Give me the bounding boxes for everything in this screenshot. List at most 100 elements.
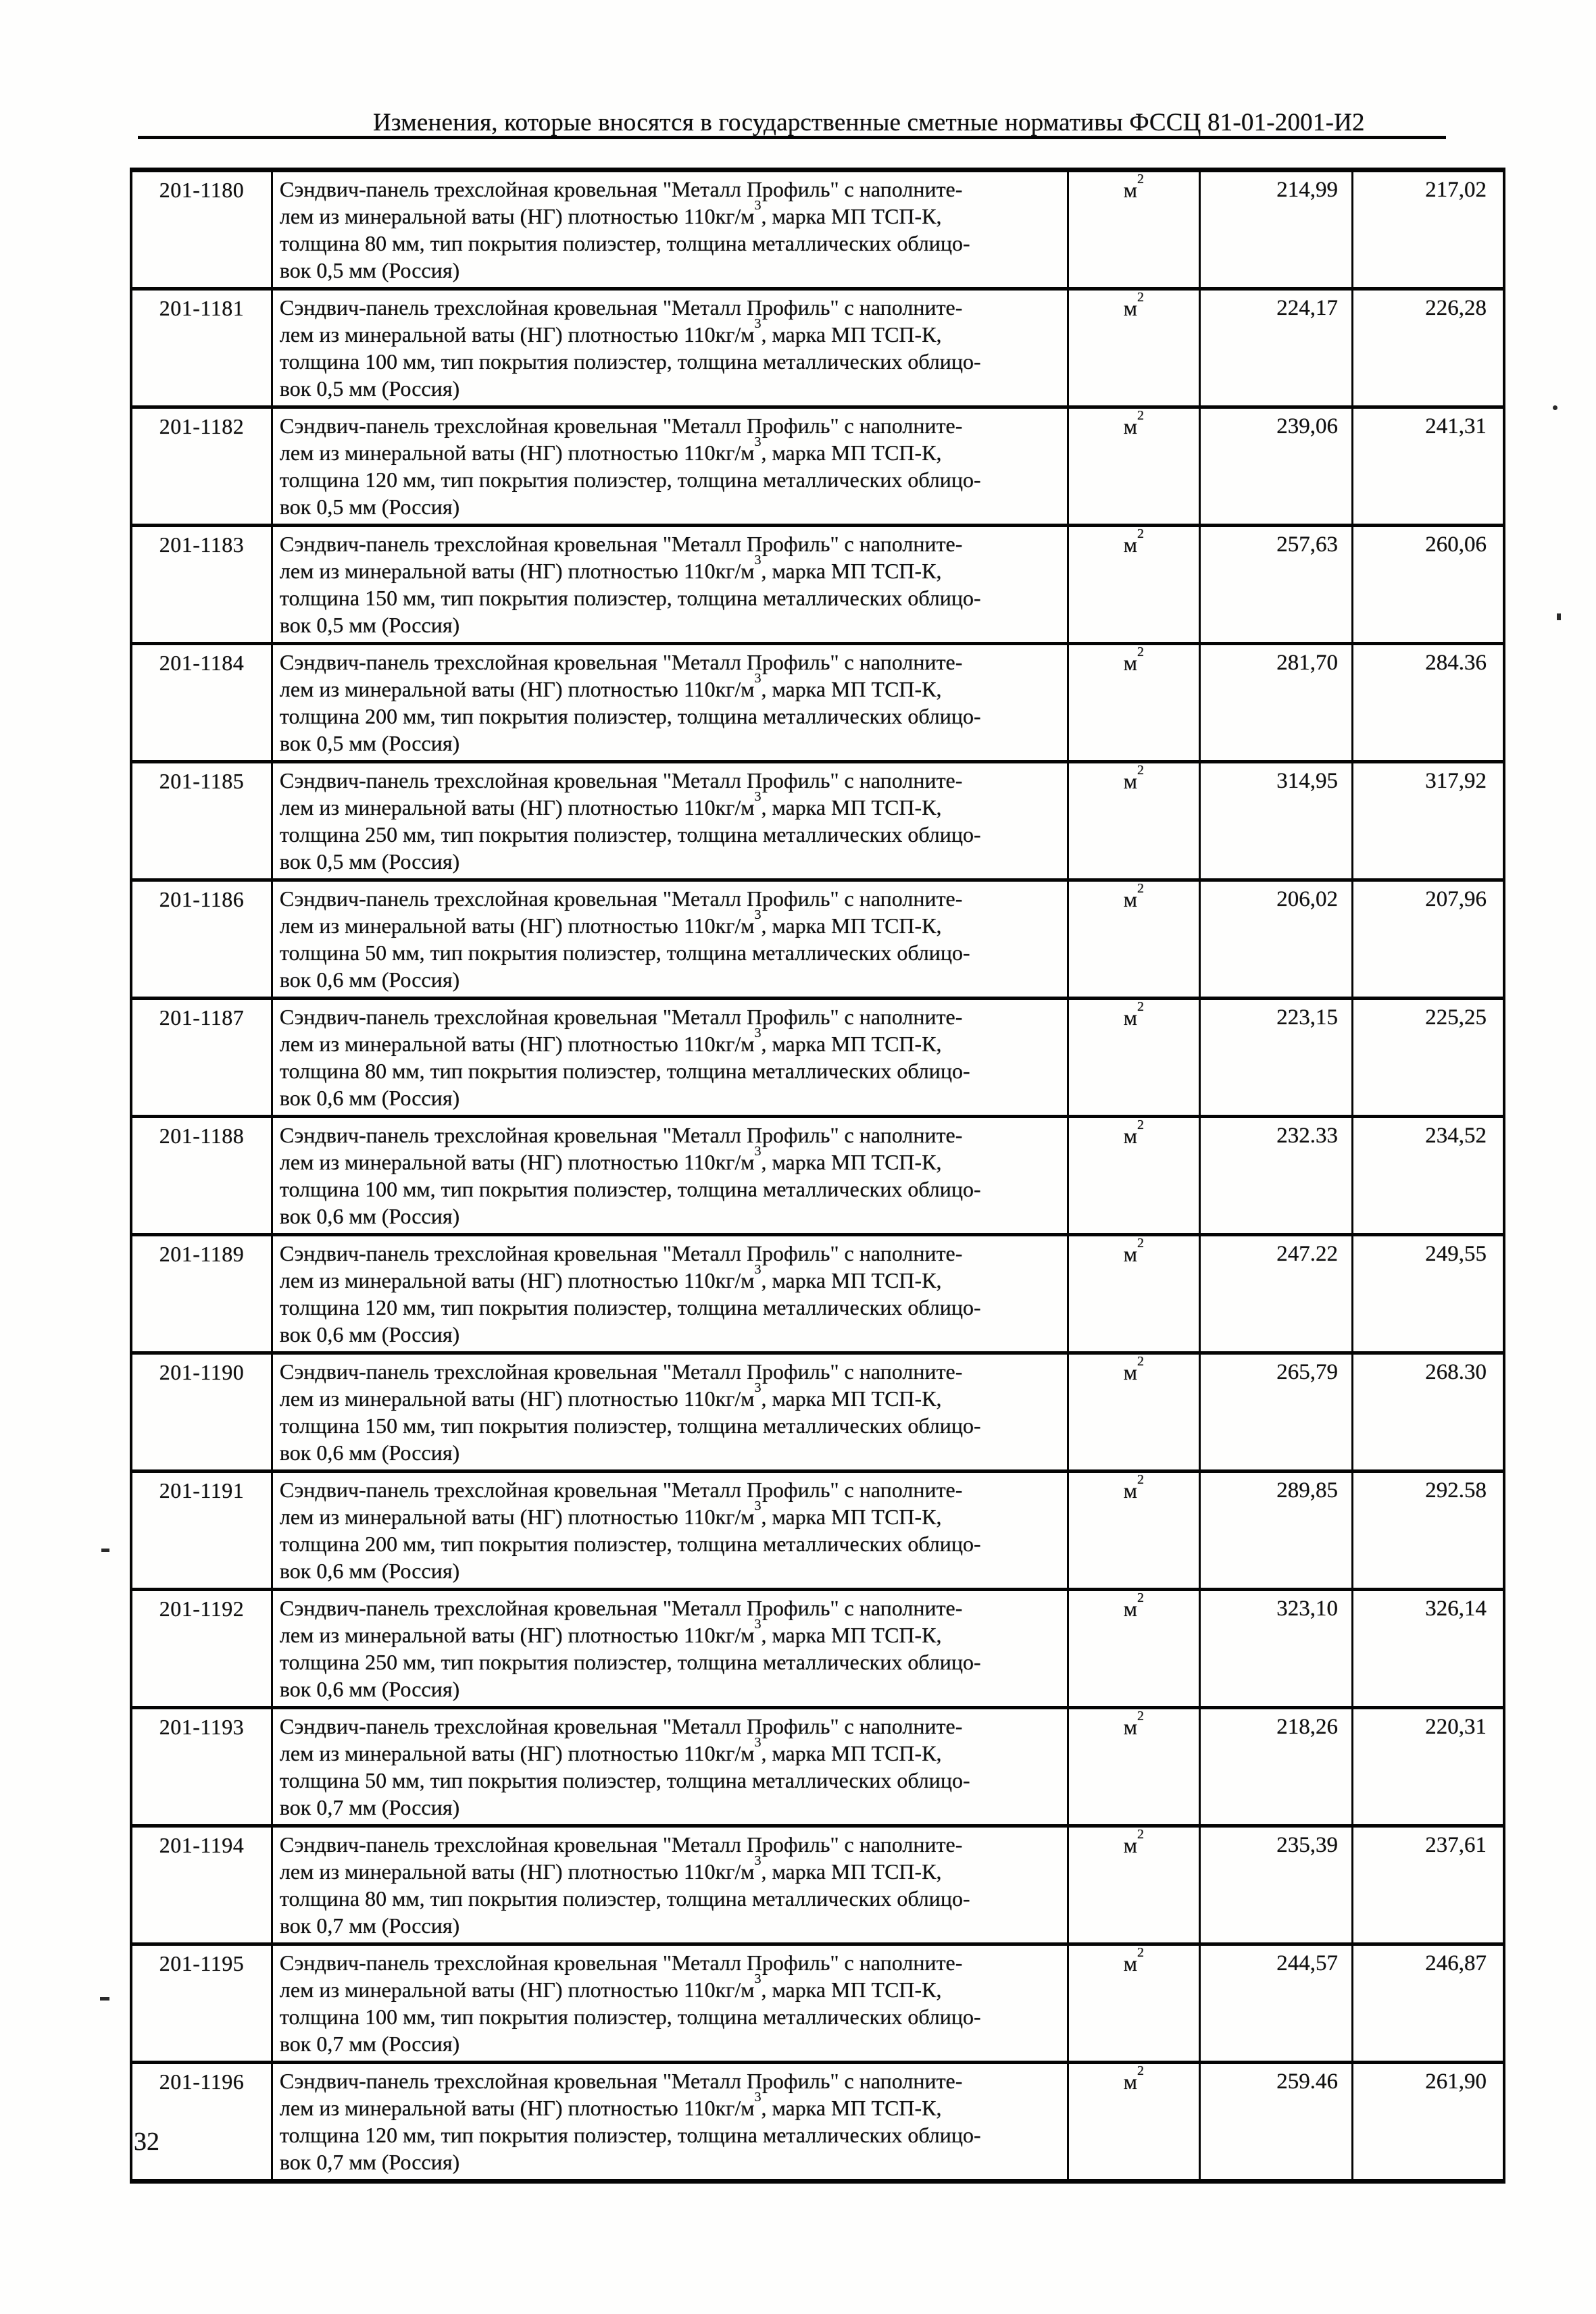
row-description: Сэндвич-панель трехслойная кровельная "М…: [270, 1942, 1070, 2064]
row-price-current: 237,61: [1351, 1824, 1505, 1946]
row-code: 201-1180: [130, 168, 273, 291]
page-number: 32: [134, 2128, 159, 2156]
row-price-current: 217,02: [1351, 168, 1505, 291]
scan-artifact: [101, 1549, 109, 1552]
description-line-1: Сэндвич-панель трехслойная кровельная "М…: [279, 295, 963, 320]
superscript-3: 3: [754, 1499, 762, 1514]
table-row: 201-1182 Сэндвич-панель трехслойная кров…: [130, 405, 1505, 527]
row-code: 201-1193: [130, 1706, 273, 1828]
superscript-3: 3: [754, 671, 762, 686]
row-price-current: 268.30: [1351, 1351, 1505, 1473]
description-line-3: толщина 80 мм, тип покрытия полиэстер, т…: [279, 1059, 970, 1083]
description-line-3: толщина 100 мм, тип покрытия полиэстер, …: [279, 349, 981, 374]
superscript-2: 2: [1137, 999, 1145, 1015]
superscript-3: 3: [754, 1971, 762, 1987]
row-unit: м2: [1067, 1469, 1201, 1591]
row-description: Сэндвич-панель трехслойная кровельная "М…: [270, 2061, 1070, 2183]
superscript-3: 3: [754, 1853, 762, 1869]
row-description: Сэндвич-панель трехслойная кровельная "М…: [270, 878, 1070, 1000]
description-line-1: Сэндвич-панель трехслойная кровельная "М…: [279, 768, 963, 793]
row-code: 201-1188: [130, 1115, 273, 1236]
page-header-title: Изменения, которые вносятся в государств…: [373, 109, 1365, 136]
description-line-3: толщина 80 мм, тип покрытия полиэстер, т…: [279, 231, 970, 255]
description-line-1: Сэндвич-панель трехслойная кровельная "М…: [279, 1714, 963, 1738]
row-unit: м2: [1067, 642, 1201, 763]
row-price-base: 218,26: [1198, 1706, 1354, 1828]
superscript-3: 3: [754, 2090, 762, 2105]
description-line-1: Сэндвич-панель трехслойная кровельная "М…: [279, 413, 963, 438]
superscript-3: 3: [754, 789, 762, 805]
row-unit: м2: [1067, 168, 1201, 291]
row-price-current: 241,31: [1351, 405, 1505, 527]
description-line-1: Сэндвич-панель трехслойная кровельная "М…: [279, 1951, 963, 1975]
row-unit: м2: [1067, 1351, 1201, 1473]
row-description: Сэндвич-панель трехслойная кровельная "М…: [270, 524, 1070, 645]
description-line-4: вок 0,6 мм (Россия): [279, 1086, 460, 1110]
description-line-3: толщина 120 мм, тип покрытия полиэстер, …: [279, 2123, 981, 2147]
row-code: 201-1181: [130, 287, 273, 409]
superscript-3: 3: [754, 1380, 762, 1396]
description-line-2: лем из минеральной ваты (НГ) плотностью …: [279, 907, 942, 938]
description-line-1: Сэндвич-панель трехслойная кровельная "М…: [279, 532, 963, 556]
row-unit: м2: [1067, 1942, 1201, 2064]
description-line-4: вок 0,6 мм (Россия): [279, 1677, 460, 1701]
row-price-base: 232.33: [1198, 1115, 1354, 1236]
superscript-2: 2: [1137, 881, 1145, 897]
superscript-3: 3: [754, 1735, 762, 1751]
description-line-2: лем из минеральной ваты (НГ) плотностью …: [279, 1380, 942, 1411]
table-row: 201-1190 Сэндвич-панель трехслойная кров…: [130, 1351, 1505, 1473]
row-code: 201-1186: [130, 878, 273, 1000]
table-row: 201-1188 Сэндвич-панель трехслойная кров…: [130, 1115, 1505, 1236]
row-price-current: 234,52: [1351, 1115, 1505, 1236]
description-line-2: лем из минеральной ваты (НГ) плотностью …: [279, 316, 942, 347]
row-description: Сэндвич-панель трехслойная кровельная "М…: [270, 1233, 1070, 1355]
table-row: 201-1192 Сэндвич-панель трехслойная кров…: [130, 1588, 1505, 1709]
description-line-1: Сэндвич-панель трехслойная кровельная "М…: [279, 886, 963, 911]
description-line-1: Сэндвич-панель трехслойная кровельная "М…: [279, 1832, 963, 1857]
row-description: Сэндвич-панель трехслойная кровельная "М…: [270, 1706, 1070, 1828]
description-line-3: толщина 150 мм, тип покрытия полиэстер, …: [279, 586, 981, 610]
row-price-base: 265,79: [1198, 1351, 1354, 1473]
row-price-base: 323,10: [1198, 1588, 1354, 1709]
description-line-1: Сэндвич-панель трехслойная кровельная "М…: [279, 1005, 963, 1029]
description-line-4: вок 0,5 мм (Россия): [279, 376, 460, 401]
description-line-2: лем из минеральной ваты (НГ) плотностью …: [279, 671, 942, 701]
description-line-2: лем из минеральной ваты (НГ) плотностью …: [279, 1617, 942, 1647]
row-code: 201-1185: [130, 760, 273, 882]
description-line-1: Сэндвич-панель трехслойная кровельная "М…: [279, 177, 963, 201]
description-line-2: лем из минеральной ваты (НГ) плотностью …: [279, 2090, 942, 2120]
description-line-2: лем из минеральной ваты (НГ) плотностью …: [279, 1735, 942, 1765]
row-price-base: 214,99: [1198, 168, 1354, 291]
row-price-base: 259.46: [1198, 2061, 1354, 2183]
price-norms-table: 201-1180 Сэндвич-панель трехслойная кров…: [130, 168, 1505, 2184]
description-line-3: толщина 120 мм, тип покрытия полиэстер, …: [279, 468, 981, 492]
description-line-2: лем из минеральной ваты (НГ) плотностью …: [279, 1026, 942, 1056]
description-line-2: лем из минеральной ваты (НГ) плотностью …: [279, 1853, 942, 1884]
description-line-3: толщина 50 мм, тип покрытия полиэстер, т…: [279, 1768, 970, 1792]
header-underline-rule: [138, 136, 1446, 139]
row-code: 201-1183: [130, 524, 273, 645]
description-line-4: вок 0,6 мм (Россия): [279, 967, 460, 992]
description-line-1: Сэндвич-панель трехслойная кровельная "М…: [279, 1359, 963, 1384]
description-line-1: Сэндвич-панель трехслойная кровельная "М…: [279, 2069, 963, 2093]
row-code: 201-1194: [130, 1824, 273, 1946]
description-line-4: вок 0,6 мм (Россия): [279, 1559, 460, 1583]
row-price-current: 292.58: [1351, 1469, 1505, 1591]
superscript-2: 2: [1137, 1236, 1145, 1251]
row-unit: м2: [1067, 1115, 1201, 1236]
row-description: Сэндвич-панель трехслойная кровельная "М…: [270, 1588, 1070, 1709]
row-code: 201-1196: [130, 2061, 273, 2183]
row-description: Сэндвич-панель трехслойная кровельная "М…: [270, 642, 1070, 763]
row-price-current: 220,31: [1351, 1706, 1505, 1828]
row-price-current: 317,92: [1351, 760, 1505, 882]
description-line-3: толщина 100 мм, тип покрытия полиэстер, …: [279, 1177, 981, 1201]
table-row: 201-1186 Сэндвич-панель трехслойная кров…: [130, 878, 1505, 1000]
description-line-2: лем из минеральной ваты (НГ) плотностью …: [279, 1499, 942, 1529]
row-unit: м2: [1067, 997, 1201, 1118]
row-price-current: 261,90: [1351, 2061, 1505, 2183]
description-line-1: Сэндвич-панель трехслойная кровельная "М…: [279, 1123, 963, 1147]
row-price-current: 207,96: [1351, 878, 1505, 1000]
row-code: 201-1189: [130, 1233, 273, 1355]
description-line-3: толщина 120 мм, тип покрытия полиэстер, …: [279, 1295, 981, 1319]
